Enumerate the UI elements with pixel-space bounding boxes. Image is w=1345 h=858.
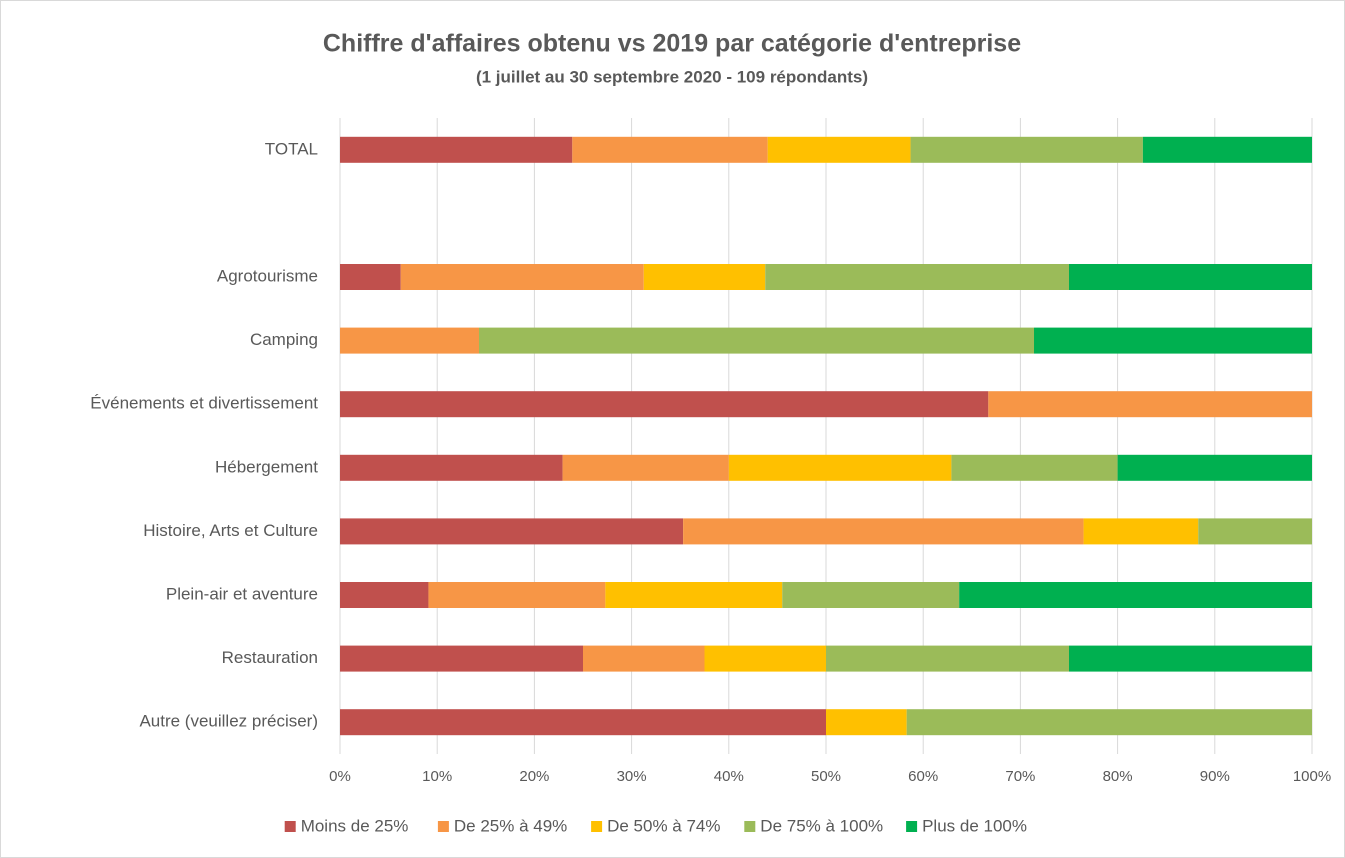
bar-segment [782,582,960,608]
y-tick-label: Camping [250,330,318,349]
bar-segment [988,391,1312,418]
bar-segment [1198,518,1312,545]
bar-segment [340,454,563,481]
bar-segment [340,264,401,290]
legend-swatch [744,821,756,832]
x-tick-label: 0% [329,768,351,785]
bar-segment [951,454,1118,481]
y-tick-label: Événements et divertissement [90,394,318,413]
x-tick-label: 30% [617,768,647,785]
bar-segment [340,582,429,608]
chart-subtitle: (1 juillet au 30 septembre 2020 - 109 ré… [476,67,868,86]
bar-segment [1034,327,1312,354]
bar-segment [340,518,684,545]
legend-label: Moins de 25% [301,816,409,835]
bar-segment [428,582,606,608]
bar-segment [643,264,766,290]
bar-segment [1083,518,1199,545]
x-tick-label: 40% [714,768,744,785]
y-tick-label: Histoire, Arts et Culture [143,521,318,540]
bar-segment [1069,645,1312,672]
x-tick-label: 80% [1103,768,1133,785]
bar-segment [605,582,783,608]
bar-segment [340,645,583,672]
x-tick-label: 20% [519,768,549,785]
x-tick-label: 60% [908,768,938,785]
y-tick-label: Plein-air et aventure [166,584,318,603]
y-tick-label: Autre (veuillez préciser) [139,712,318,731]
bar-segment [478,327,1035,354]
bar-segment [1117,454,1312,481]
bar-segment [340,391,989,418]
legend-label: Plus de 100% [922,816,1027,835]
bar-segment [826,645,1069,672]
legend-swatch [437,821,449,832]
y-tick-label: TOTAL [265,139,318,158]
legend-label: De 25% à 49% [454,816,567,835]
bar-segment [767,136,911,163]
legend-label: De 50% à 74% [607,816,720,835]
bar-segment [1069,264,1312,290]
x-tick-label: 70% [1005,768,1035,785]
legend-swatch [591,821,603,832]
legend-swatch [906,821,918,832]
bar-segment [683,518,1084,545]
bar-segment [583,645,705,672]
x-tick-label: 10% [422,768,452,785]
bar-segment [340,327,479,354]
bar-segment [728,454,952,481]
bar-segment [1142,136,1312,163]
bar-segment [340,136,573,163]
bar-segment [906,709,1312,736]
bar-segment [340,709,826,736]
bar-segment [572,136,768,163]
y-tick-label: Restauration [222,648,318,667]
y-tick-label: Agrotourisme [217,266,318,285]
legend-label: De 75% à 100% [760,816,883,835]
bar-segment [959,582,1312,608]
bar-segment [826,709,907,736]
x-tick-label: 90% [1200,768,1230,785]
x-tick-label: 50% [811,768,841,785]
legend-swatch [284,821,296,832]
chart-title: Chiffre d'affaires obtenu vs 2019 par ca… [323,30,1021,58]
x-tick-label: 100% [1293,768,1331,785]
bar-segment [765,264,1069,290]
y-tick-label: Hébergement [215,457,318,476]
bar-segment [562,454,729,481]
bar-segment [704,645,826,672]
bar-segment [400,264,644,290]
bar-segment [910,136,1143,163]
